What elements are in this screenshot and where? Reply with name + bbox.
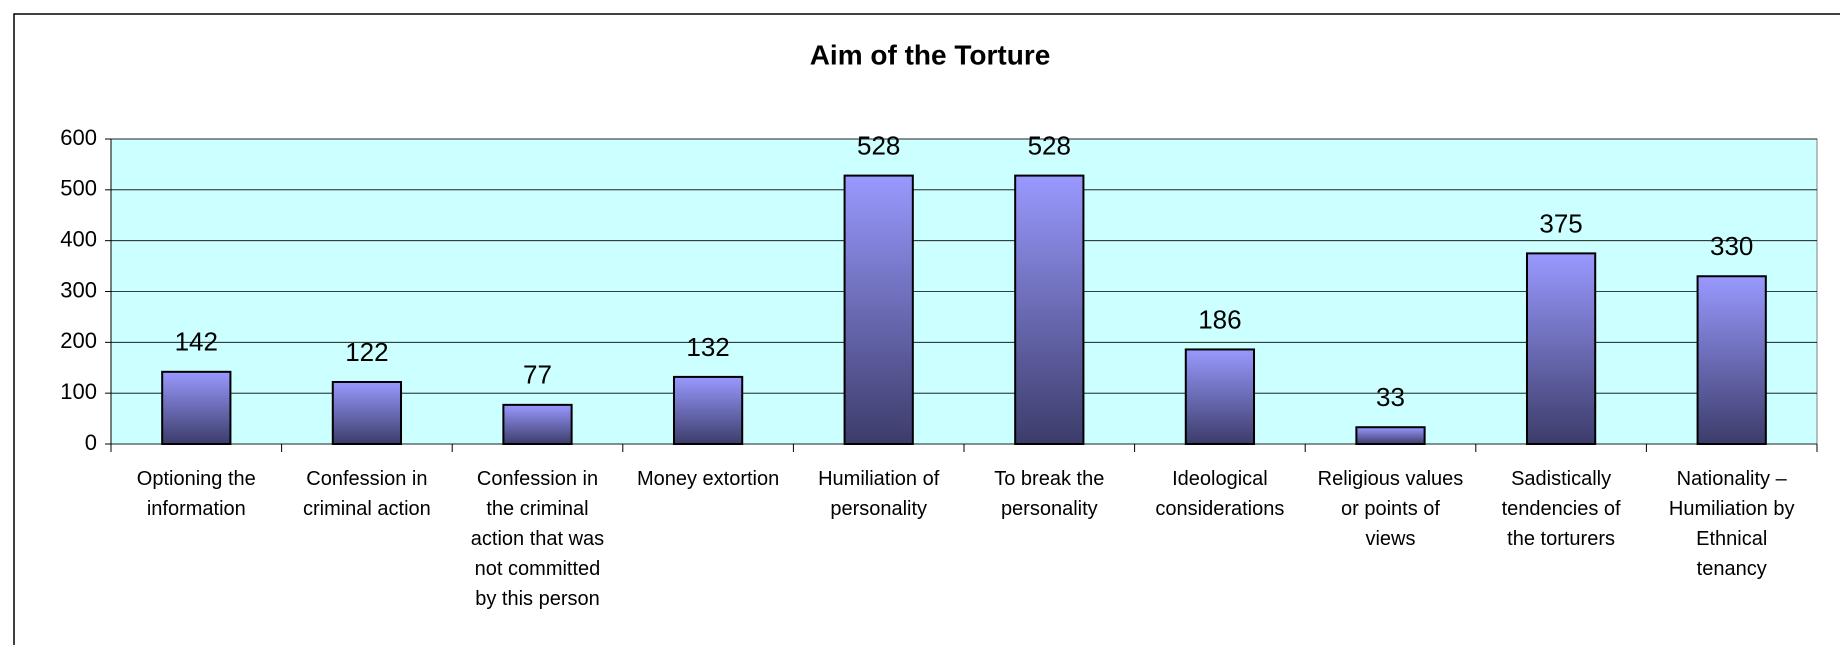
- value-label: 528: [1028, 130, 1071, 160]
- x-tick-label: Optioning the information: [136, 468, 256, 520]
- y-tick-label: 0: [85, 430, 97, 455]
- y-tick-label: 300: [60, 277, 97, 302]
- bar: [1696, 275, 1767, 445]
- value-label: 330: [1710, 231, 1753, 261]
- bar: [843, 174, 914, 445]
- x-tick-label-box: Confession in criminal action: [302, 468, 431, 520]
- x-tick-label-box: Humiliation of personality: [818, 468, 940, 520]
- value-label: 528: [857, 130, 900, 160]
- bar: [1184, 348, 1256, 446]
- x-tick-label: Religious values or points of views: [1317, 468, 1464, 550]
- bar: [161, 370, 232, 446]
- x-tick-label-box: Optioning the information: [136, 468, 256, 520]
- x-tick-label-box: Ideological considerations: [1155, 468, 1285, 520]
- x-tick-label: Humiliation of personality: [818, 468, 940, 520]
- value-label: 132: [686, 332, 729, 362]
- value-label: 33: [1376, 382, 1405, 412]
- bar: [1014, 174, 1085, 445]
- x-tick-label-box: Religious values or points of views: [1317, 468, 1464, 550]
- bar: [502, 403, 573, 446]
- x-tick-label: Confession in the criminal action that w…: [470, 468, 605, 610]
- y-tick-label: 500: [60, 176, 97, 201]
- x-tick-label: Ideological considerations: [1155, 468, 1285, 520]
- value-label: 142: [175, 327, 218, 357]
- value-label: 186: [1198, 304, 1241, 334]
- bar: [1525, 252, 1597, 445]
- x-tick-label: Sadistically tendencies of the torturers: [1501, 468, 1621, 550]
- y-tick-label: 600: [60, 125, 97, 150]
- value-label: 375: [1539, 208, 1582, 238]
- y-tick-label: 400: [60, 226, 97, 251]
- chart-title: Aim of the Torture: [810, 39, 1051, 70]
- bar: [1355, 426, 1426, 446]
- x-tick-label-box: To break the personality: [994, 468, 1105, 520]
- x-tick-label: Money extortion: [636, 468, 780, 490]
- value-label: 77: [523, 360, 552, 390]
- x-tick-label-box: Nationality – Humiliation by Ethnical te…: [1668, 468, 1795, 580]
- x-tick-label-box: Confession in the criminal action that w…: [470, 468, 605, 610]
- x-tick-label: Nationality – Humiliation by Ethnical te…: [1668, 468, 1795, 580]
- x-tick-label-box: Sadistically tendencies of the torturers: [1501, 468, 1621, 550]
- value-label: 122: [345, 337, 388, 367]
- y-tick-label: 100: [60, 379, 97, 404]
- bar: [331, 380, 403, 446]
- bar: [672, 375, 744, 445]
- y-tick-label: 200: [60, 328, 97, 353]
- x-tick-label-box: Money extortion: [636, 468, 780, 490]
- x-tick-label: To break the personality: [994, 468, 1105, 520]
- x-tick-label: Confession in criminal action: [302, 468, 431, 520]
